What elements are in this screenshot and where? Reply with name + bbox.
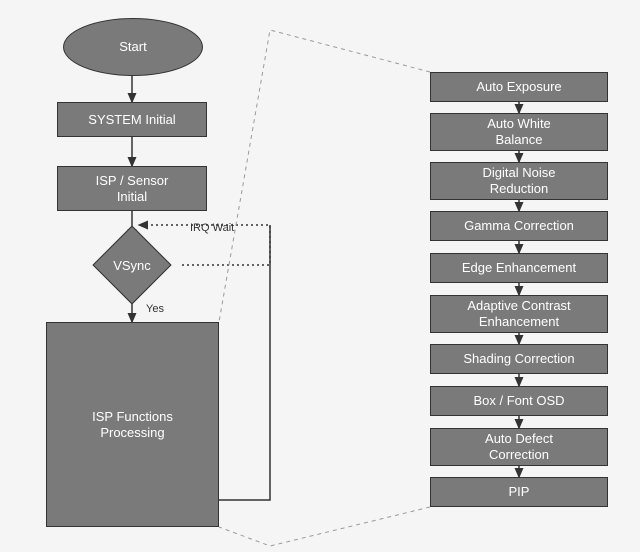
edge-enhancement-label: Edge Enhancement (462, 260, 576, 276)
auto-defect-correction-label: Auto Defect Correction (485, 431, 553, 462)
digital-noise-reduction-label: Digital Noise Reduction (483, 165, 556, 196)
box-font-osd-node: Box / Font OSD (430, 386, 608, 416)
auto-white-balance-label: Auto White Balance (487, 116, 551, 147)
adaptive-contrast-node: Adaptive Contrast Enhancement (430, 295, 608, 333)
system-initial-label: SYSTEM Initial (88, 112, 175, 128)
vsync-label: VSync (113, 258, 151, 274)
start-label: Start (119, 39, 146, 55)
isp-functions-label: ISP Functions Processing (92, 409, 173, 440)
edge-enhancement-node: Edge Enhancement (430, 253, 608, 283)
start-node: Start (63, 18, 203, 76)
isp-functions-node: ISP Functions Processing (46, 322, 219, 527)
box-font-osd-label: Box / Font OSD (473, 393, 564, 409)
isp-sensor-initial-label: ISP / Sensor Initial (96, 173, 169, 204)
system-initial-node: SYSTEM Initial (57, 102, 207, 137)
pip-label: PIP (509, 484, 530, 500)
shading-correction-label: Shading Correction (463, 351, 574, 367)
yes-label: Yes (146, 303, 164, 315)
pip-node: PIP (430, 477, 608, 507)
irq-wait-label: IRQ Wait (190, 222, 234, 234)
auto-white-balance-node: Auto White Balance (430, 113, 608, 151)
shading-correction-node: Shading Correction (430, 344, 608, 374)
adaptive-contrast-label: Adaptive Contrast Enhancement (467, 298, 570, 329)
digital-noise-reduction-node: Digital Noise Reduction (430, 162, 608, 200)
gamma-correction-node: Gamma Correction (430, 211, 608, 241)
auto-exposure-node: Auto Exposure (430, 72, 608, 102)
auto-defect-correction-node: Auto Defect Correction (430, 428, 608, 466)
auto-exposure-label: Auto Exposure (476, 79, 561, 95)
vsync-node: VSync (82, 238, 182, 293)
gamma-correction-label: Gamma Correction (464, 218, 574, 234)
isp-sensor-initial-node: ISP / Sensor Initial (57, 166, 207, 211)
